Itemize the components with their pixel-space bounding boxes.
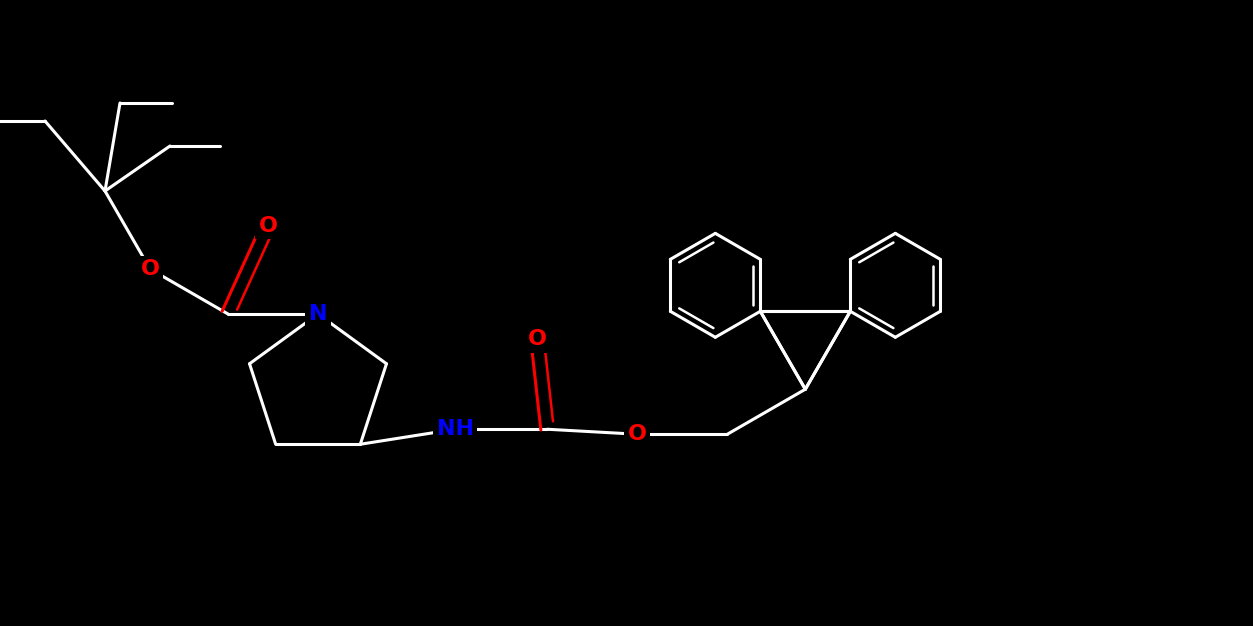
Text: O: O xyxy=(528,329,546,349)
Text: O: O xyxy=(628,424,647,444)
Text: O: O xyxy=(140,259,159,279)
Text: O: O xyxy=(258,216,277,236)
Text: N: N xyxy=(308,304,327,324)
Text: NH: NH xyxy=(437,419,474,439)
